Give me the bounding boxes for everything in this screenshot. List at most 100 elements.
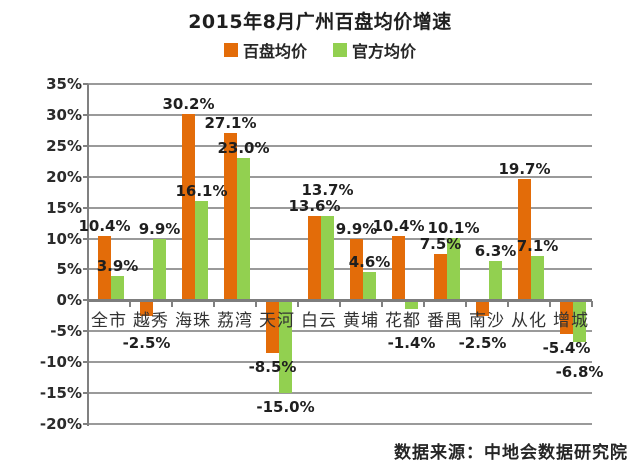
data-label-百盘均价-南沙: -2.5%	[458, 334, 507, 352]
x-axis-tick-8	[423, 301, 425, 308]
bar-官方均价-增城	[573, 300, 586, 343]
bar-百盘均价-从化	[518, 178, 531, 301]
data-label-百盘均价-海珠: 30.2%	[162, 94, 215, 113]
legend-label-0: 百盘均价	[242, 42, 307, 61]
data-label-百盘均价-荔湾: 27.1%	[204, 113, 257, 132]
category-label-10: 从化	[511, 311, 547, 332]
x-axis-tick-1	[129, 301, 131, 308]
y-axis-label--5%: -5%	[50, 322, 82, 341]
y-axis-tick-35%	[83, 83, 88, 85]
bar-官方均价-越秀	[153, 239, 166, 301]
data-label-百盘均价-白云: 13.6%	[288, 197, 341, 216]
gridline-15%	[88, 206, 592, 209]
category-label-8: 番禺	[427, 311, 463, 332]
legend-label-1: 官方均价	[352, 42, 417, 61]
category-label-2: 海珠	[175, 311, 211, 332]
bar-百盘均价-增城	[560, 300, 573, 334]
gridline--10%	[88, 361, 592, 364]
chart-legend: 百盘均价 官方均价	[0, 38, 640, 62]
category-label-11: 增城	[553, 311, 589, 332]
data-label-官方均价-增城: -6.8%	[555, 362, 604, 381]
bar-百盘均价-花都	[392, 236, 405, 301]
bar-百盘均价-越秀	[140, 300, 153, 316]
bar-官方均价-荔湾	[237, 158, 250, 301]
y-axis-label-0%: 0%	[56, 291, 82, 310]
data-label-官方均价-海珠: 16.1%	[175, 181, 228, 200]
data-label-百盘均价-番禺: 7.5%	[419, 235, 462, 253]
data-label-百盘均价-黄埔: 9.9%	[335, 220, 378, 239]
x-axis-tick-6	[339, 301, 341, 308]
bar-官方均价-天河	[279, 300, 292, 394]
category-label-6: 黄埔	[343, 311, 379, 332]
x-axis-tick-9	[465, 301, 467, 308]
gridline--15%	[88, 392, 592, 395]
bar-百盘均价-黄埔	[350, 239, 363, 301]
bar-百盘均价-荔湾	[224, 132, 237, 301]
x-axis-tick-7	[381, 301, 383, 308]
bar-官方均价-全市	[111, 276, 124, 301]
bar-官方均价-海珠	[195, 200, 208, 301]
y-axis-label--20%: -20%	[39, 415, 82, 433]
bar-官方均价-花都	[405, 300, 418, 309]
data-label-官方均价-白云: 13.7%	[301, 181, 354, 200]
data-label-百盘均价-从化: 19.7%	[498, 159, 551, 178]
data-label-百盘均价-花都: 10.4%	[372, 217, 425, 236]
y-axis-label-10%: 10%	[46, 229, 82, 248]
gridline-30%	[88, 113, 592, 116]
gridline-5%	[88, 268, 592, 271]
category-label-3: 荔湾	[217, 311, 253, 332]
bar-百盘均价-天河	[266, 300, 279, 353]
y-axis-tick-20%	[83, 175, 88, 178]
gridline--5%	[88, 330, 592, 333]
data-label-官方均价-黄埔: 4.6%	[348, 252, 391, 271]
y-axis-tick-0%	[83, 299, 88, 302]
data-label-官方均价-从化: 7.1%	[516, 237, 559, 256]
x-axis-tick-4	[255, 301, 257, 308]
y-axis-label-25%: 25%	[46, 136, 82, 155]
bar-官方均价-南沙	[489, 261, 502, 301]
gridline--20%	[88, 423, 592, 425]
y-axis-tick--15%	[83, 392, 88, 395]
y-axis-tick-5%	[83, 268, 88, 271]
data-label-百盘均价-全市: 10.4%	[78, 217, 131, 236]
data-label-官方均价-花都: -1.4%	[387, 334, 436, 352]
x-axis-tick-0	[87, 301, 89, 308]
category-label-4: 天河	[259, 311, 295, 332]
legend-item-0: 百盘均价	[223, 38, 307, 62]
bar-百盘均价-海珠	[182, 113, 195, 301]
x-axis-tick-5	[297, 301, 299, 308]
y-axis-tick-15%	[83, 206, 88, 209]
category-label-7: 花都	[385, 311, 421, 332]
x-axis-zero-line	[88, 299, 592, 303]
data-label-官方均价-天河: -15.0%	[256, 398, 315, 417]
y-axis-tick-25%	[83, 144, 88, 147]
gridline-20%	[88, 175, 592, 178]
bar-官方均价-白云	[321, 215, 334, 301]
gridline-25%	[88, 144, 592, 147]
data-label-百盘均价-天河: -8.5%	[248, 357, 297, 376]
bar-官方均价-黄埔	[363, 271, 376, 301]
gridline-10%	[88, 237, 592, 240]
data-label-官方均价-南沙: 6.3%	[474, 242, 517, 261]
y-axis-label-15%: 15%	[46, 198, 82, 217]
bar-百盘均价-南沙	[476, 300, 489, 316]
legend-item-1: 官方均价	[333, 38, 416, 62]
y-axis-tick-10%	[83, 237, 88, 240]
category-label-1: 越秀	[133, 311, 169, 332]
y-axis-line	[87, 84, 89, 426]
category-label-5: 白云	[301, 311, 337, 332]
y-axis-tick--20%	[83, 423, 88, 425]
y-axis-label-20%: 20%	[46, 167, 82, 186]
data-source-text: 数据来源：中地会数据研究院	[394, 443, 628, 463]
category-label-0: 全市	[91, 311, 127, 332]
x-axis-tick-2	[171, 301, 173, 308]
x-axis-tick-12	[591, 301, 593, 308]
x-axis-tick-11	[549, 301, 551, 308]
category-label-9: 南沙	[469, 311, 505, 332]
bar-官方均价-从化	[531, 256, 544, 301]
y-axis-label-5%: 5%	[56, 260, 82, 279]
y-axis-tick--10%	[83, 361, 88, 364]
y-axis-tick--5%	[83, 330, 88, 333]
